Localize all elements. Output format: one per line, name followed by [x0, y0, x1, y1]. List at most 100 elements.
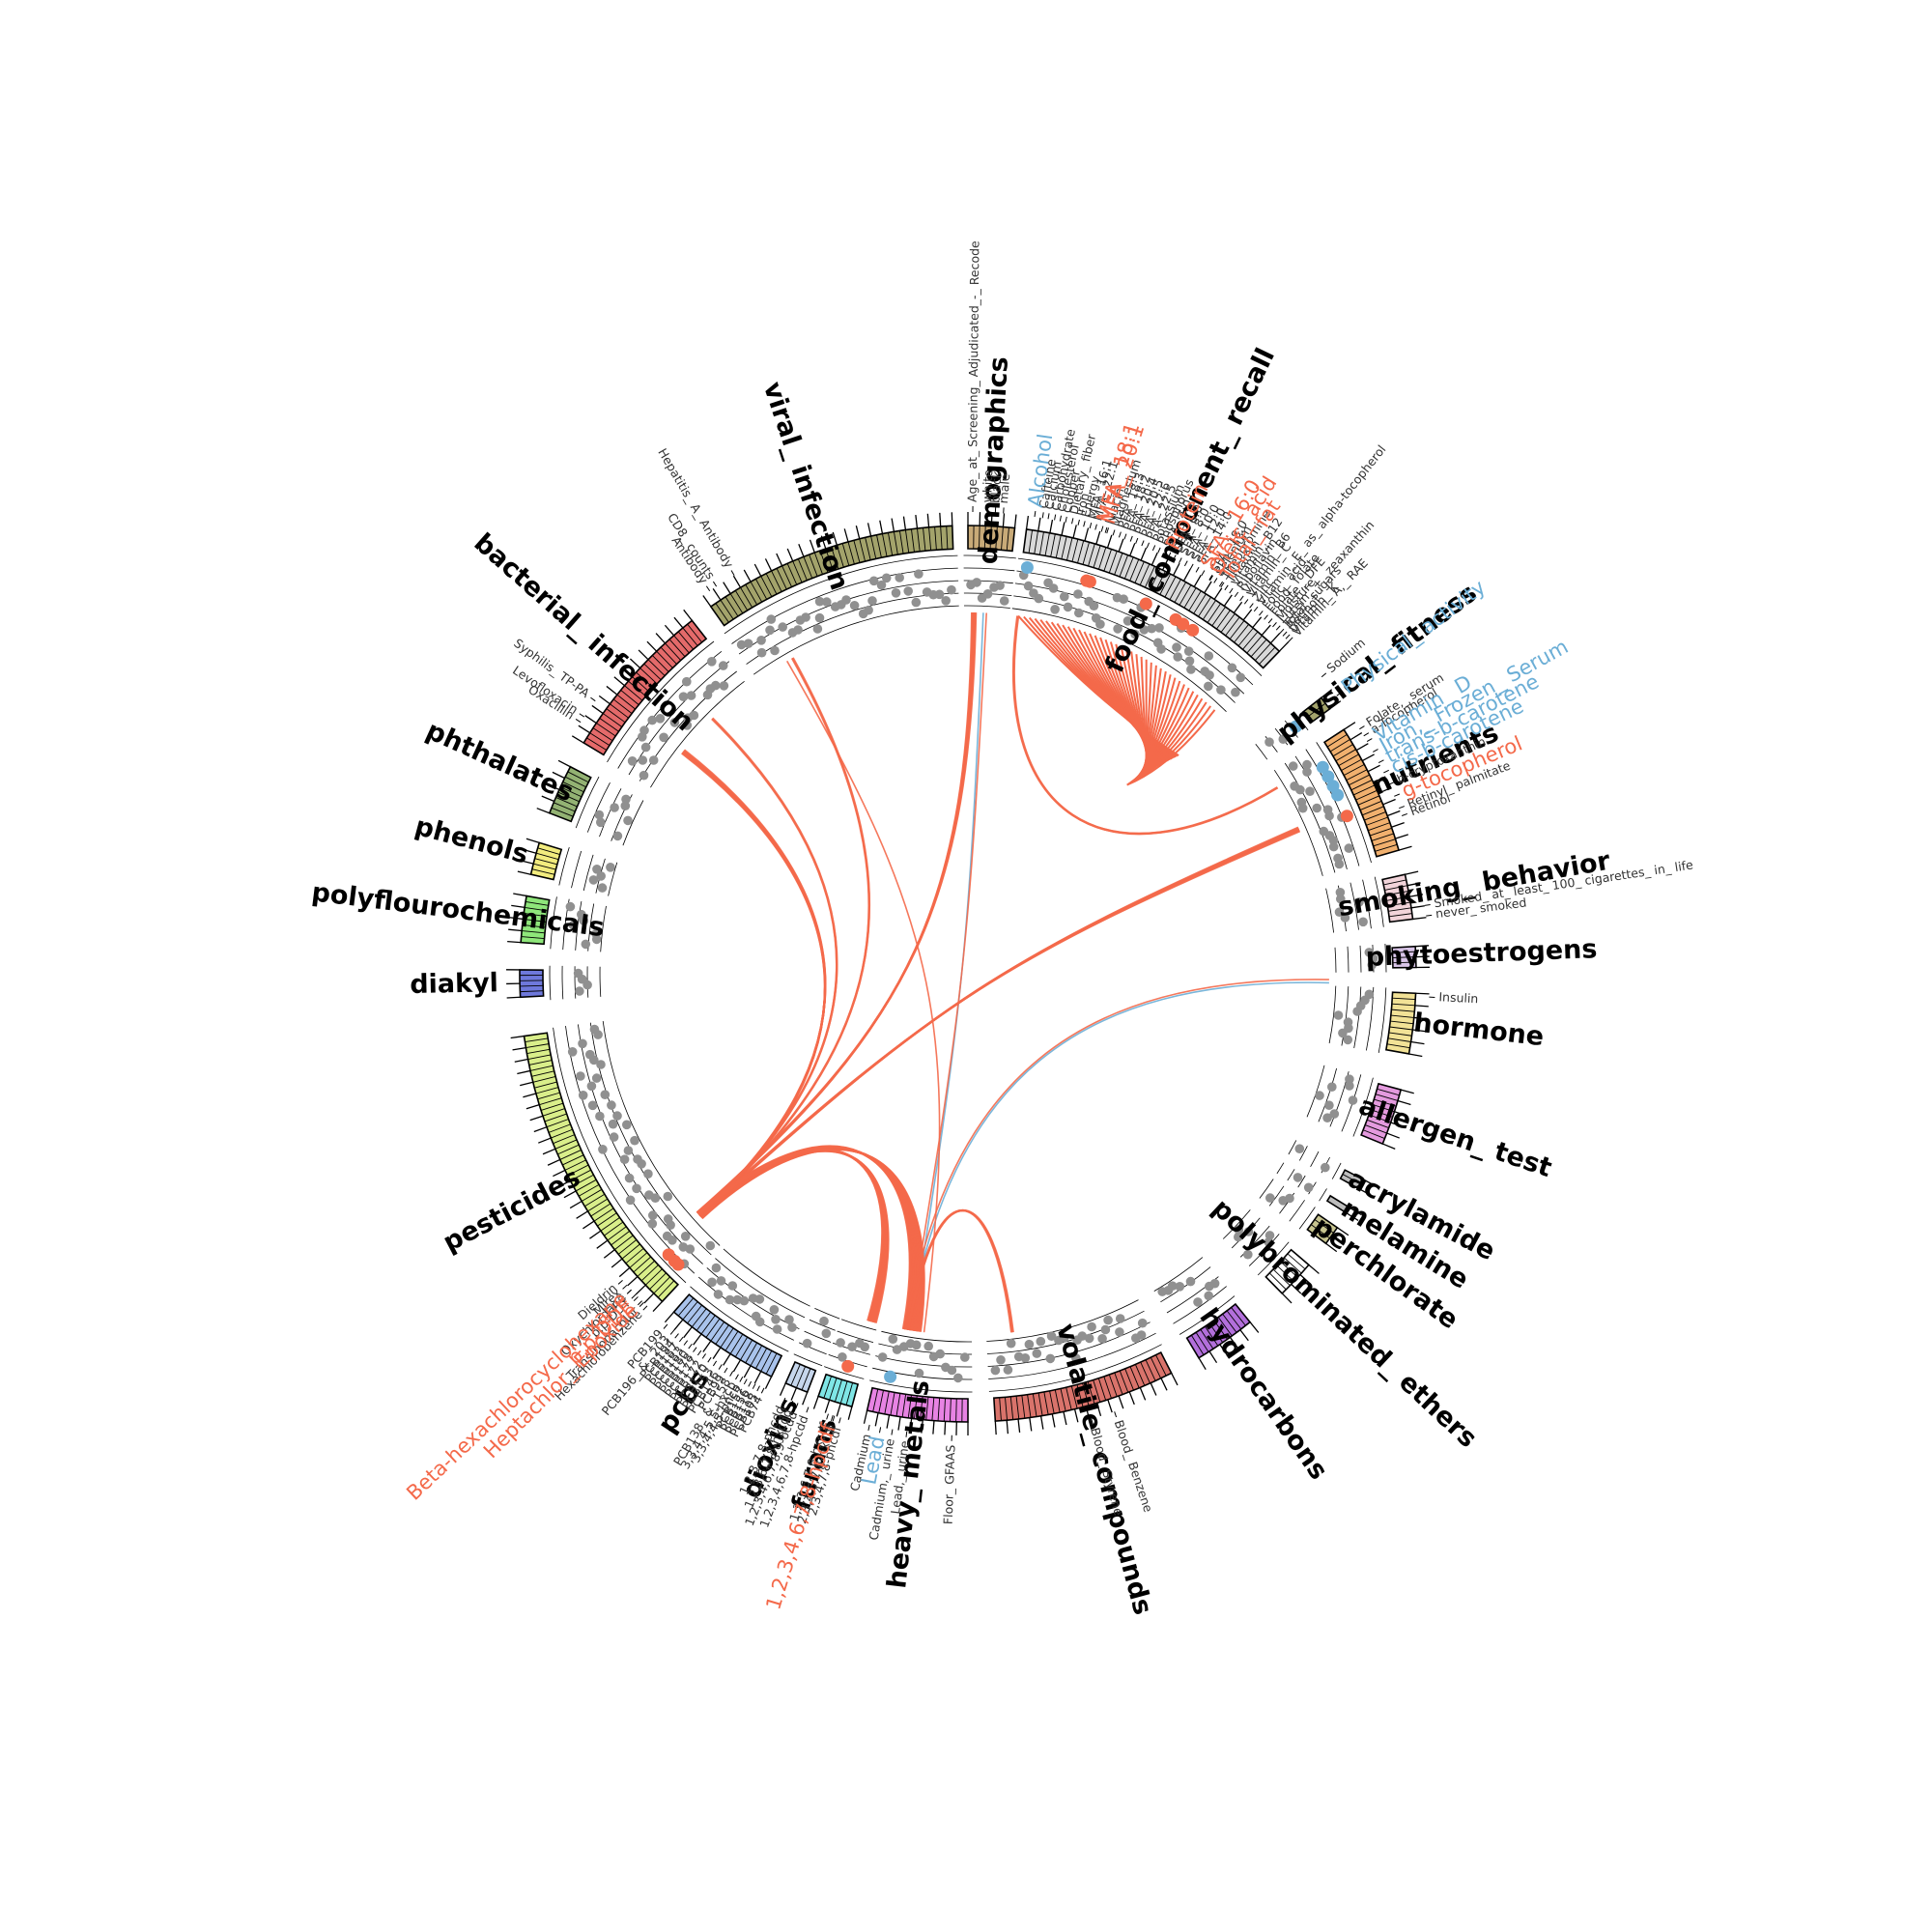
axis-tick [1337, 1227, 1350, 1236]
axis-tick [1193, 575, 1202, 587]
data-point [587, 1100, 598, 1111]
bar-separator [1362, 806, 1384, 816]
bar-separator [533, 863, 556, 870]
axis-tick [1361, 753, 1375, 762]
label-leader [832, 1415, 836, 1422]
label-leader [1220, 582, 1225, 588]
data-point [1234, 1232, 1243, 1242]
category-pesticides [510, 1021, 721, 1313]
data-point [947, 584, 956, 595]
bar-separator [639, 668, 658, 685]
track-ring [715, 1258, 806, 1319]
data-point [711, 680, 721, 691]
axis-tick [1308, 1264, 1320, 1274]
bar-separator [564, 776, 586, 788]
bar-separator [823, 1376, 832, 1399]
data-point [1073, 589, 1083, 599]
data-point [995, 581, 1005, 590]
data-point [923, 1341, 933, 1351]
track-ring [1319, 1188, 1327, 1202]
bar-separator [696, 1311, 712, 1331]
axis-tick [553, 1169, 566, 1178]
data-point [643, 1169, 653, 1179]
data-point [867, 596, 877, 606]
axis-tick [603, 1249, 615, 1259]
bar-separator [859, 538, 866, 562]
axis-tick [1061, 522, 1065, 536]
bar-separator [865, 537, 871, 560]
data-point [934, 589, 945, 600]
category-furans [812, 1319, 877, 1420]
bar-separator [1384, 885, 1408, 891]
axis-tick [511, 904, 526, 909]
bar-separator [1217, 1317, 1233, 1337]
track-ring [553, 1027, 687, 1284]
bar-separator [1391, 1003, 1415, 1007]
track-ring [1362, 879, 1372, 929]
axis-tick [584, 715, 597, 724]
axis-tick [1128, 1391, 1135, 1406]
bar-separator [1001, 526, 1004, 551]
axis-tick [589, 1230, 602, 1239]
axis-tick [1017, 1419, 1021, 1434]
data-point [1024, 1339, 1035, 1350]
data-point [1278, 1196, 1288, 1206]
bar-separator [1373, 838, 1396, 847]
highlight-point [662, 1248, 675, 1262]
data-point [678, 1242, 689, 1252]
axis-tick [1281, 1293, 1293, 1304]
bar-separator [1054, 1389, 1061, 1413]
data-point [573, 968, 583, 979]
bar-separator [754, 1348, 768, 1369]
data-point [1046, 1331, 1057, 1341]
track-ring [1353, 986, 1362, 1049]
data-point [756, 647, 767, 658]
bar-separator [1108, 551, 1118, 574]
category-label: hydrocarbons [1193, 1303, 1333, 1486]
axis-tick [1173, 562, 1180, 576]
bar-separator [1155, 1354, 1167, 1377]
track-ring [1273, 769, 1323, 876]
label-leader [1402, 812, 1407, 816]
highlight-point [1316, 760, 1329, 774]
bar-separator [734, 590, 749, 611]
bar-separator [604, 1221, 624, 1236]
label-leader [729, 1371, 734, 1377]
label-leader [1195, 566, 1200, 573]
association-link [1126, 709, 1216, 786]
track-ring [804, 1330, 832, 1343]
axis-tick [578, 724, 591, 734]
bar-separator [606, 708, 626, 724]
data-point [1115, 1327, 1124, 1337]
label-leader [579, 713, 585, 718]
highlight-point [1340, 810, 1353, 823]
rings-layer [506, 512, 1430, 1435]
data-point [1045, 1353, 1056, 1364]
data-point [1334, 859, 1345, 869]
bar-separator [934, 526, 937, 551]
data-point [682, 676, 692, 687]
data-point [1023, 581, 1034, 591]
bar-separator [750, 1345, 763, 1367]
data-point [630, 1135, 639, 1146]
bar-separator [1326, 733, 1348, 748]
label-leader [1388, 781, 1395, 785]
bar-separator [847, 541, 855, 565]
axis-tick [643, 1293, 655, 1304]
bar-separator [1114, 1372, 1123, 1395]
label-leader [617, 1279, 623, 1285]
track-ring [600, 905, 607, 952]
data-point [841, 595, 851, 605]
axis-tick [1386, 1132, 1400, 1139]
bar-separator [1372, 1103, 1395, 1113]
bar-separator [1119, 1370, 1129, 1393]
axis-tick [1367, 764, 1380, 773]
bar-separator [1055, 534, 1062, 558]
bar-separator [734, 1336, 749, 1357]
label-leader [1054, 514, 1057, 521]
bar-separator [1098, 547, 1107, 570]
data-point [864, 605, 873, 615]
data-point [838, 1352, 847, 1362]
axis-tick [855, 526, 861, 539]
data-point [1205, 670, 1214, 680]
